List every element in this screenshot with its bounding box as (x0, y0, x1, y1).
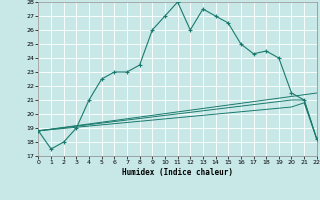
X-axis label: Humidex (Indice chaleur): Humidex (Indice chaleur) (122, 168, 233, 177)
